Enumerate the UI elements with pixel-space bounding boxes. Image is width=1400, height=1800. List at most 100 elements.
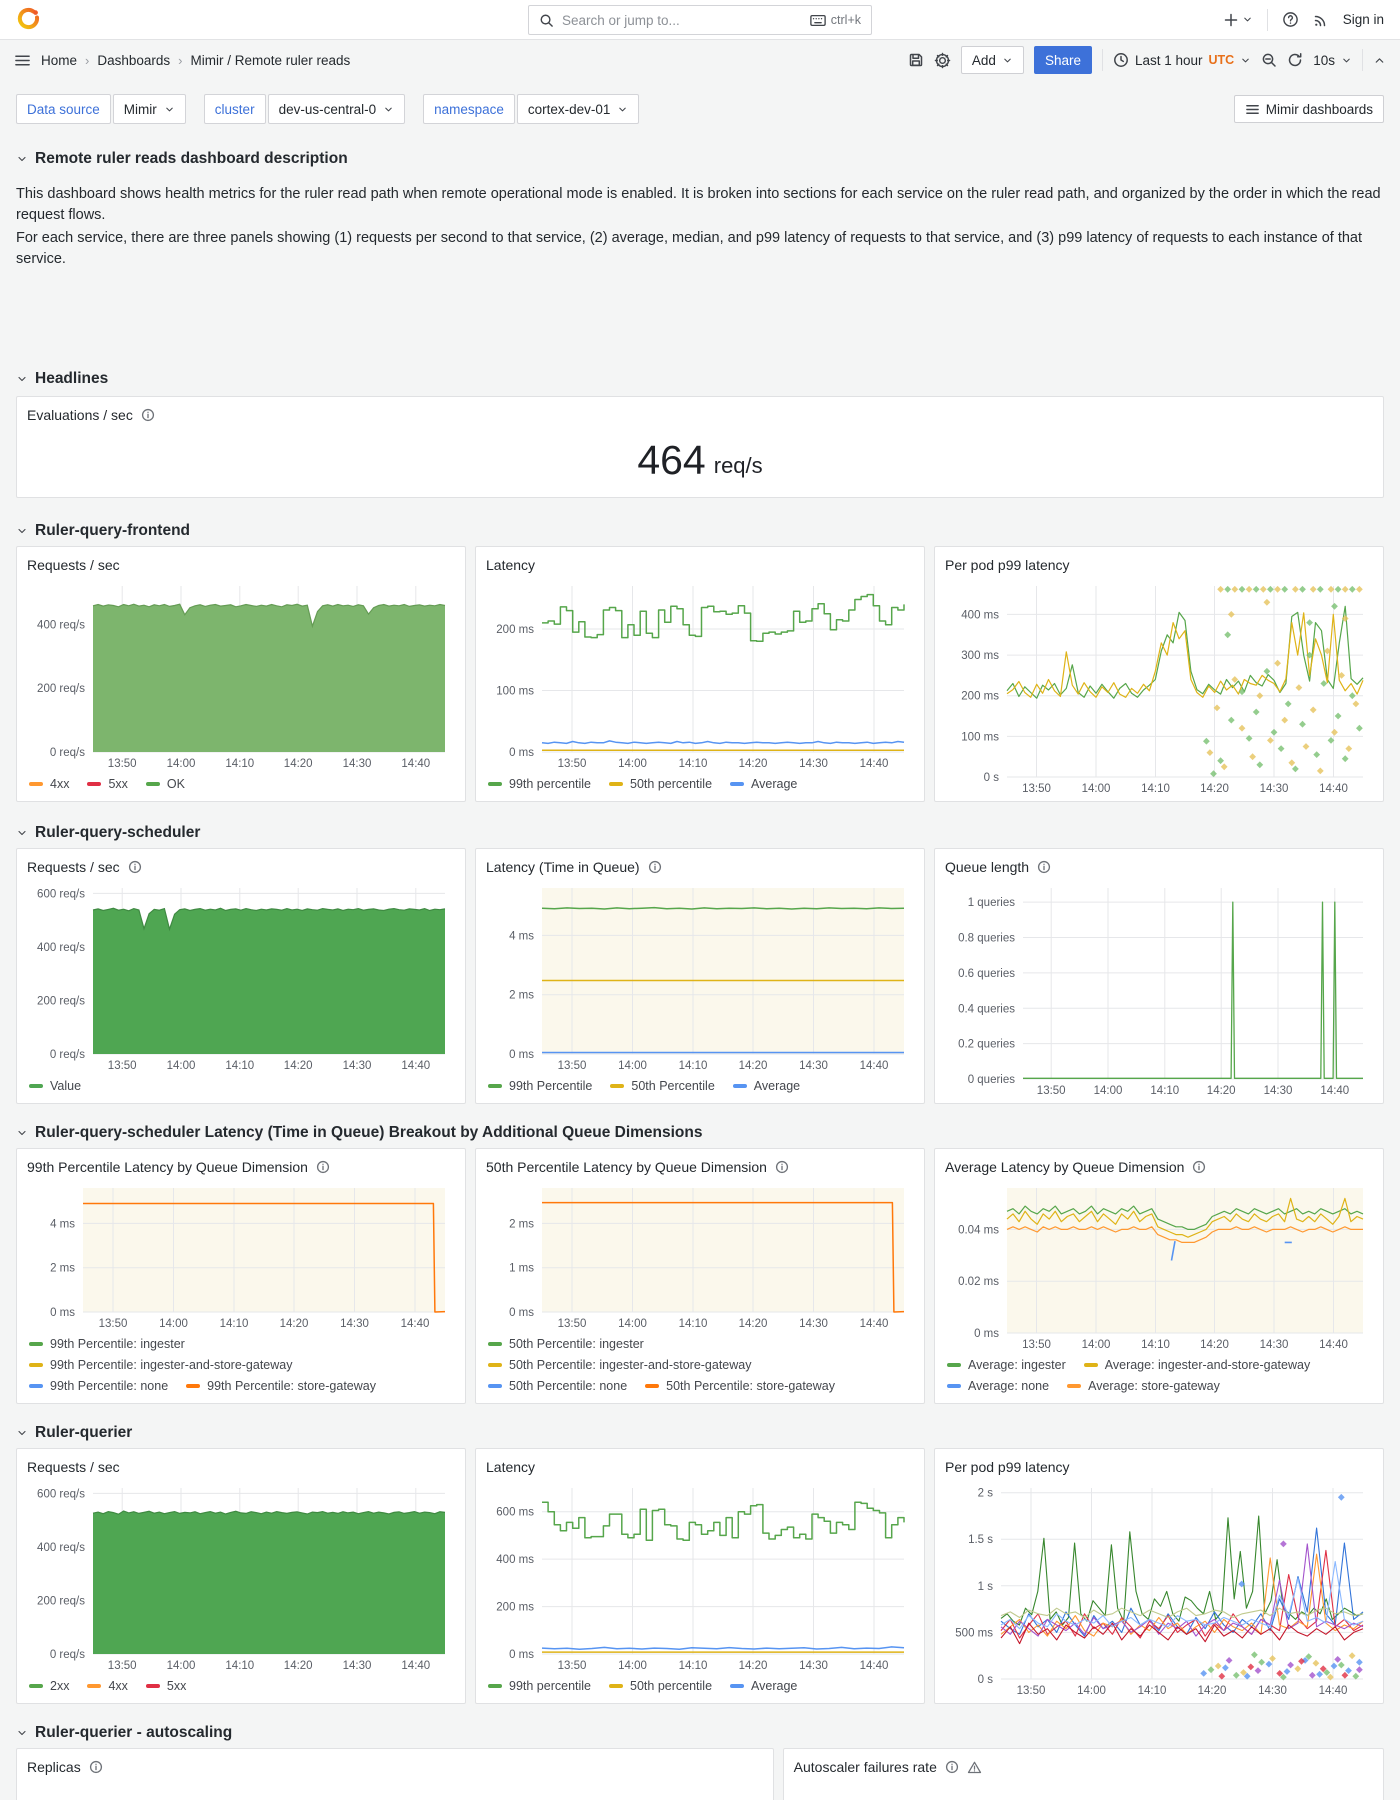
- info-icon[interactable]: [316, 1160, 330, 1174]
- namespace-label[interactable]: namespace: [423, 94, 515, 124]
- legend-item[interactable]: 99th Percentile: none: [29, 1379, 168, 1393]
- panel-header[interactable]: Per pod p99 latency: [945, 552, 1373, 578]
- breadcrumb-home[interactable]: Home: [41, 52, 78, 68]
- legend-item[interactable]: 5xx: [87, 777, 128, 791]
- mega-menu-icon[interactable]: [14, 52, 31, 69]
- info-icon[interactable]: [141, 408, 155, 422]
- info-icon[interactable]: [128, 860, 142, 874]
- dashboard-settings-icon[interactable]: [934, 52, 951, 69]
- legend-item[interactable]: Value: [29, 1079, 81, 1093]
- info-icon[interactable]: [945, 1760, 959, 1774]
- legend-item[interactable]: 50th Percentile: ingester: [488, 1337, 644, 1351]
- legend-item[interactable]: Average: [730, 777, 797, 791]
- legend-item[interactable]: Average: ingester-and-store-gateway: [1083, 1358, 1310, 1372]
- section-ruler-query-scheduler[interactable]: Ruler-query-scheduler: [16, 824, 1384, 842]
- legend-item[interactable]: 99th Percentile: ingester-and-store-gate…: [29, 1358, 293, 1372]
- legend-item[interactable]: Average: ingester: [947, 1358, 1066, 1372]
- legend-item[interactable]: Average: [730, 1679, 797, 1693]
- zoom-out-icon[interactable]: [1261, 52, 1277, 68]
- grafana-logo[interactable]: [16, 7, 42, 33]
- section-headlines[interactable]: Headlines: [16, 370, 1384, 388]
- panel-header[interactable]: Requests / sec: [27, 552, 455, 578]
- mimir-dashboards-button[interactable]: Mimir dashboards: [1233, 95, 1384, 123]
- svg-text:14:00: 14:00: [167, 1660, 196, 1672]
- datasource-label[interactable]: Data source: [16, 94, 111, 124]
- panel-header[interactable]: Queue length: [945, 854, 1373, 880]
- search-input[interactable]: [562, 12, 802, 28]
- breadcrumb-dashboards[interactable]: Dashboards: [97, 52, 171, 68]
- legend-item[interactable]: Average: store-gateway: [1067, 1379, 1220, 1393]
- add-panel-button[interactable]: Add: [960, 46, 1024, 74]
- sign-in-link[interactable]: Sign in: [1342, 12, 1384, 27]
- clock-icon: [1113, 52, 1129, 68]
- svg-text:13:50: 13:50: [558, 1060, 587, 1072]
- legend-item[interactable]: 4xx: [87, 1679, 128, 1693]
- legend-item[interactable]: 4xx: [29, 777, 69, 791]
- legend-item[interactable]: 99th percentile: [488, 777, 591, 791]
- legend-item[interactable]: 50th Percentile: none: [488, 1379, 627, 1393]
- refresh-interval-picker[interactable]: 10s: [1313, 53, 1352, 68]
- panel-header[interactable]: Average Latency by Queue Dimension: [945, 1154, 1373, 1180]
- section-ruler-querier[interactable]: Ruler-querier: [16, 1424, 1384, 1442]
- save-dashboard-icon[interactable]: [908, 52, 924, 68]
- legend-item[interactable]: 50th Percentile: ingester-and-store-gate…: [488, 1358, 752, 1372]
- section-ruler-query-frontend[interactable]: Ruler-query-frontend: [16, 522, 1384, 540]
- svg-text:0.02 ms: 0.02 ms: [958, 1276, 999, 1288]
- legend-item[interactable]: 50th percentile: [609, 1679, 712, 1693]
- add-menu-button[interactable]: [1223, 12, 1253, 28]
- refresh-icon[interactable]: [1287, 52, 1303, 68]
- legend-item[interactable]: 99th percentile: [488, 1679, 591, 1693]
- svg-text:0 ms: 0 ms: [509, 1307, 534, 1319]
- time-range-picker[interactable]: Last 1 hour UTC: [1113, 52, 1251, 68]
- legend-item[interactable]: Average: [732, 1079, 800, 1093]
- panel-header[interactable]: Evaluations / sec: [27, 402, 1373, 428]
- info-icon[interactable]: [1037, 860, 1051, 874]
- section-ruler-querier-autoscaling[interactable]: Ruler-querier - autoscaling: [16, 1724, 1384, 1742]
- cluster-select[interactable]: dev-us-central-0: [267, 94, 406, 124]
- share-button[interactable]: Share: [1033, 46, 1092, 74]
- info-icon[interactable]: [89, 1760, 103, 1774]
- panel-header[interactable]: Autoscaler failures rate: [794, 1754, 1373, 1780]
- section-description[interactable]: Remote ruler reads dashboard description: [16, 150, 1384, 168]
- panel-header[interactable]: Requests / sec: [27, 1454, 455, 1480]
- cluster-label[interactable]: cluster: [203, 94, 266, 124]
- panel-header[interactable]: Latency: [486, 1454, 914, 1480]
- help-icon[interactable]: [1282, 11, 1299, 28]
- legend-item[interactable]: Average: none: [947, 1379, 1049, 1393]
- svg-text:14:40: 14:40: [1319, 1685, 1348, 1697]
- news-icon[interactable]: [1313, 12, 1329, 28]
- legend-item[interactable]: 99th Percentile: store-gateway: [186, 1379, 376, 1393]
- datasource-select[interactable]: Mimir: [112, 94, 186, 124]
- legend-item[interactable]: 50th Percentile: store-gateway: [645, 1379, 835, 1393]
- legend-item[interactable]: 50th percentile: [609, 777, 712, 791]
- warning-icon[interactable]: [967, 1760, 982, 1775]
- panel-header[interactable]: Latency: [486, 552, 914, 578]
- svg-text:14:40: 14:40: [860, 1318, 889, 1330]
- info-icon[interactable]: [648, 860, 662, 874]
- panel-header[interactable]: Replicas: [27, 1754, 763, 1780]
- info-icon[interactable]: [775, 1160, 789, 1174]
- panel-header[interactable]: Latency (Time in Queue): [486, 854, 914, 880]
- svg-text:14:10: 14:10: [1141, 1339, 1170, 1351]
- legend-item[interactable]: 2xx: [29, 1679, 69, 1693]
- timeseries-chart: 13:50 14:00 14:10 14:20 14:30 14:40 0 s 500 ms 1…: [955, 1488, 1364, 1697]
- collapse-toolbar-icon[interactable]: [1373, 54, 1386, 67]
- variable-datasource: Data source Mimir: [16, 94, 186, 124]
- legend-item[interactable]: 99th Percentile: ingester: [29, 1337, 185, 1351]
- svg-text:14:20: 14:20: [284, 1660, 313, 1672]
- svg-text:14:00: 14:00: [1082, 1339, 1111, 1351]
- panel-header[interactable]: 50th Percentile Latency by Queue Dimensi…: [486, 1154, 914, 1180]
- namespace-select[interactable]: cortex-dev-01: [516, 94, 640, 124]
- section-title: Ruler-query-frontend: [35, 522, 190, 540]
- legend-item[interactable]: 99th Percentile: [488, 1079, 592, 1093]
- search-box[interactable]: ctrl+k: [528, 5, 872, 35]
- panel-scheduler-queue-length: Queue length 13:50 14:00 14:10 14:20 14:30 14…: [934, 848, 1384, 1105]
- panel-header[interactable]: Per pod p99 latency: [945, 1454, 1373, 1480]
- panel-header[interactable]: 99th Percentile Latency by Queue Dimensi…: [27, 1154, 455, 1180]
- info-icon[interactable]: [1192, 1160, 1206, 1174]
- section-scheduler-breakout[interactable]: Ruler-query-scheduler Latency (Time in Q…: [16, 1124, 1384, 1142]
- legend-item[interactable]: 50th Percentile: [610, 1079, 715, 1093]
- panel-header[interactable]: Requests / sec: [27, 854, 455, 880]
- legend-item[interactable]: OK: [145, 777, 185, 791]
- legend-item[interactable]: 5xx: [145, 1679, 186, 1693]
